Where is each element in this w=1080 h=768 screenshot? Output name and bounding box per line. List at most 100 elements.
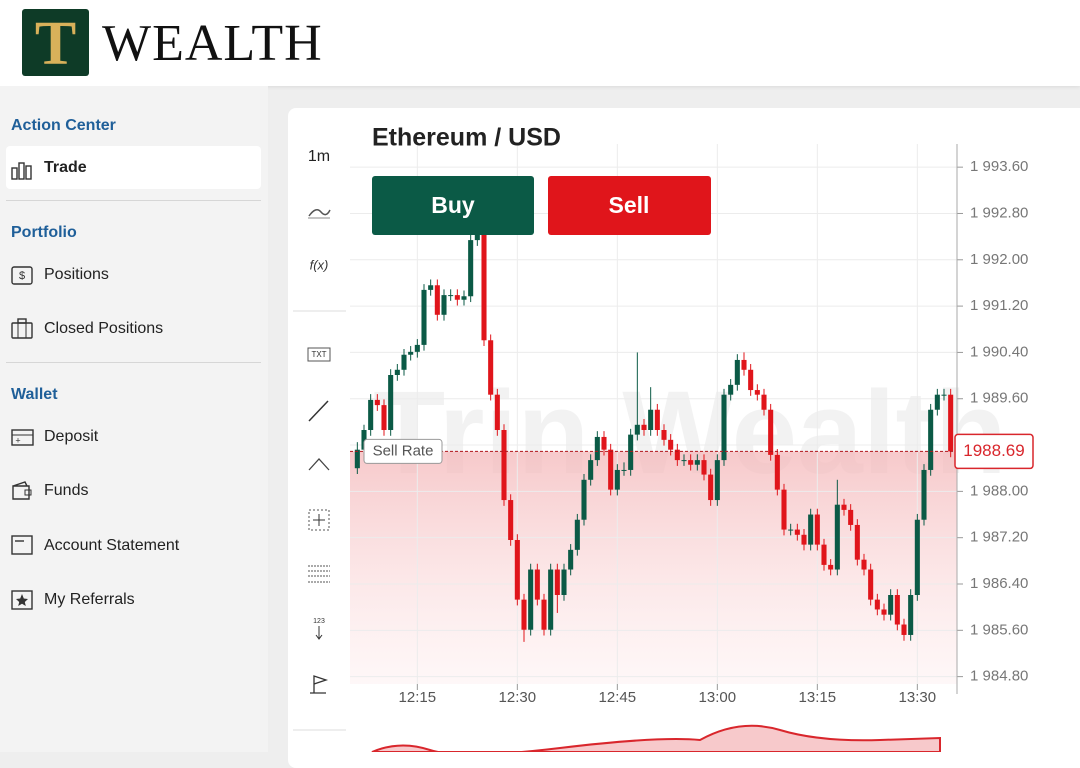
active-item[interactable] (6, 146, 261, 189)
fib-tool[interactable] (308, 458, 330, 471)
text-tool[interactable]: TXT (311, 350, 326, 359)
x-tick-label: 12:45 (599, 689, 637, 706)
icon: $ (11, 266, 33, 285)
candle-body (861, 559, 867, 570)
candle-body (574, 519, 580, 550)
icon (11, 590, 33, 610)
candle-body (634, 424, 640, 435)
candle-body (641, 424, 647, 430)
sidebar: Action Center Trade Portfolio $ Position… (0, 86, 268, 752)
candle-body (414, 344, 420, 352)
y-tick-label: 1 988.00 (970, 482, 1028, 499)
candle-body (721, 394, 727, 461)
text-tool-frame (307, 347, 331, 362)
header: T WEALTH (0, 0, 1080, 86)
trend-tool[interactable] (308, 400, 329, 422)
x-tick-label: 12:30 (499, 689, 537, 706)
x-tick-label: 13:00 (699, 689, 737, 706)
candle-body (621, 469, 627, 471)
measure-cross (313, 514, 325, 526)
grid-tool[interactable] (308, 565, 330, 583)
nav-item[interactable]: My Referrals (44, 591, 135, 608)
candle-body (354, 449, 360, 469)
candle-body (881, 609, 887, 615)
nav-item[interactable]: Deposit (44, 428, 99, 445)
candle-body (368, 399, 374, 430)
candle-body (361, 430, 367, 450)
icon (11, 162, 32, 180)
line-tool[interactable] (308, 209, 331, 217)
candle-body (828, 564, 834, 570)
nav-item[interactable]: Funds (44, 482, 89, 499)
counter-tool[interactable]: 123 (313, 618, 325, 625)
candle-body (874, 599, 880, 610)
candle-body (848, 509, 854, 525)
nav-item[interactable]: Account Statement (44, 537, 180, 554)
y-tick-label: 1 992.00 (970, 251, 1028, 268)
candle-body (708, 474, 714, 501)
logo[interactable]: T (22, 9, 89, 78)
section-title: Wallet (11, 386, 58, 403)
svg-text:$: $ (19, 270, 25, 282)
candle-body (548, 569, 554, 630)
candle-body (668, 439, 674, 450)
candle-body (628, 434, 634, 470)
buy-button[interactable] (372, 176, 534, 235)
y-tick-label: 1 985.60 (970, 621, 1028, 638)
interval[interactable]: 1m (308, 148, 330, 165)
candle-body (394, 369, 400, 375)
nav-item[interactable]: Closed Positions (44, 320, 164, 337)
candle-body (441, 295, 447, 315)
candle-body (488, 340, 494, 395)
candle-body (594, 436, 600, 461)
price-line-label-box (363, 438, 443, 464)
candle-body (941, 394, 947, 396)
y-tick-label: 1 987.20 (970, 529, 1028, 546)
candle-body (674, 449, 680, 461)
counter-arrow (315, 626, 323, 640)
candle-body (614, 469, 620, 490)
sell-button[interactable] (548, 176, 711, 235)
candle-body (928, 409, 934, 470)
icon (11, 535, 33, 555)
measure-tool[interactable] (308, 509, 330, 531)
candle-body (581, 479, 587, 520)
brand[interactable]: WEALTH (102, 15, 323, 72)
candle-body (474, 234, 480, 241)
candle-body (854, 524, 860, 560)
candle-body (701, 460, 707, 475)
price-line-label: Sell Rate (373, 442, 434, 459)
candle-body (501, 430, 507, 501)
nav-item[interactable]: Positions (44, 266, 109, 283)
candle-body (481, 234, 487, 341)
section-title: Portfolio (11, 224, 77, 241)
candle-body (434, 285, 440, 315)
candle-body (761, 394, 767, 410)
candle-body (534, 569, 540, 600)
candle-body (468, 240, 474, 297)
candle-body (561, 569, 567, 595)
candle-body (901, 624, 907, 635)
candle-body (388, 375, 394, 430)
candle-body (521, 599, 527, 630)
nav-item[interactable]: Trade (44, 159, 87, 176)
candle-body (688, 460, 694, 465)
candle-body (948, 394, 954, 452)
candle-body (741, 359, 747, 370)
candle-body (868, 569, 874, 600)
candle-body (794, 529, 800, 535)
candle-body (801, 534, 807, 545)
navigator[interactable] (371, 724, 941, 752)
candle-body (528, 569, 534, 630)
icon (12, 481, 32, 500)
candle-body (654, 409, 660, 430)
candle-body (568, 549, 574, 570)
section-title: Action Center (11, 117, 116, 134)
function-tool[interactable]: f(x) (310, 257, 329, 272)
candle-body (788, 529, 794, 531)
candle-body (888, 595, 894, 615)
flag-tool[interactable] (310, 675, 329, 694)
candle-body (908, 595, 914, 635)
candle-body (421, 289, 427, 345)
